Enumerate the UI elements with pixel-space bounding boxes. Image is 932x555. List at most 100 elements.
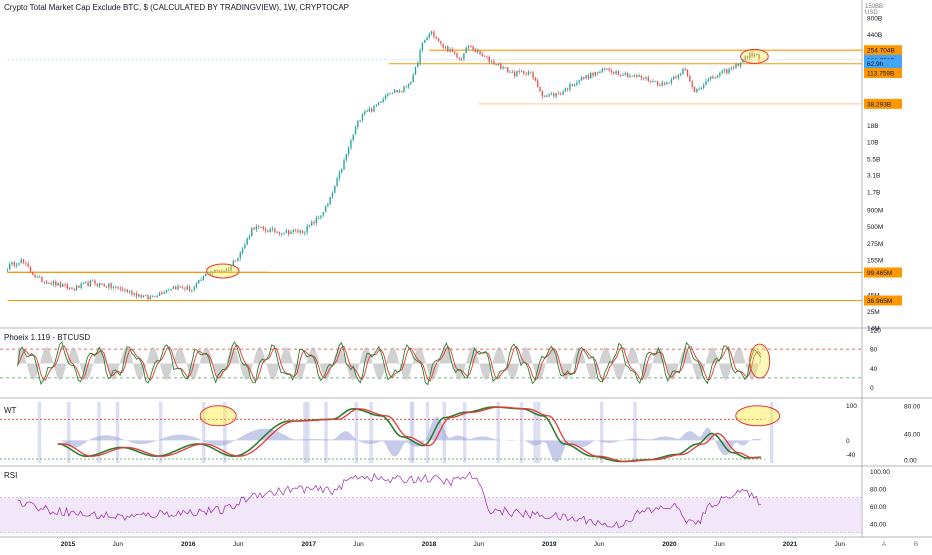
candle-body — [419, 50, 421, 63]
candle-body — [638, 75, 640, 77]
candle-body — [124, 289, 126, 291]
candle-body — [119, 287, 122, 289]
candle-body — [652, 81, 654, 82]
wt-ellipse-1 — [199, 405, 237, 427]
candle-body — [606, 68, 608, 70]
candle-body — [714, 77, 716, 79]
candle-body — [315, 217, 318, 224]
candle-body — [186, 286, 188, 290]
candle-body — [645, 77, 647, 79]
candle-body — [723, 69, 726, 71]
candle-body — [38, 276, 41, 278]
candle-body — [195, 283, 198, 288]
candle-body — [133, 293, 135, 295]
candle-body — [329, 197, 331, 205]
candle-body — [571, 84, 573, 86]
candle-body — [486, 56, 488, 58]
candle-body — [569, 84, 571, 90]
candle-body — [460, 58, 463, 60]
candle-body — [412, 74, 414, 82]
candle-body — [583, 76, 585, 79]
candle-body — [304, 232, 306, 234]
candle-body — [103, 284, 105, 287]
wt-title: WT — [4, 406, 17, 415]
candle-body — [500, 63, 502, 69]
wt-highlight-bar — [303, 402, 307, 463]
candle-body — [228, 269, 230, 271]
candle-body — [216, 269, 218, 271]
candle-body — [666, 82, 668, 85]
x-tick-label: 2021 — [783, 541, 798, 548]
price-label-box — [864, 45, 902, 56]
log-scale-button[interactable]: B — [914, 541, 918, 548]
wt-y-tick-right: 40.00 — [904, 431, 921, 438]
candle-body — [25, 262, 27, 264]
candle-body — [414, 67, 417, 75]
candle-body — [437, 38, 440, 42]
candle-body — [596, 72, 599, 74]
candle-body — [306, 226, 308, 233]
x-tick-label: Jun — [714, 541, 725, 548]
candle-body — [670, 79, 673, 83]
candle-body — [684, 69, 686, 71]
candle-body — [105, 286, 108, 288]
candle-body — [537, 80, 539, 88]
candle-body — [36, 276, 39, 278]
candle-body — [732, 67, 735, 69]
candle-body — [617, 71, 620, 75]
candle-body — [368, 108, 371, 112]
candle-body — [161, 292, 163, 294]
candle-body — [488, 56, 490, 62]
x-tick-label: Jun — [233, 541, 244, 548]
candle-body — [191, 289, 193, 291]
candle-body — [615, 71, 617, 74]
price-label-3: 113.759B — [867, 71, 894, 78]
phoenix-fast-line — [17, 341, 762, 386]
candle-body — [324, 206, 327, 213]
candle-body — [151, 296, 154, 298]
candle-body — [407, 83, 410, 87]
candle-body — [520, 71, 523, 72]
candle-body — [375, 104, 377, 106]
candle-body — [610, 70, 613, 73]
wt-histogram — [57, 417, 762, 463]
wt-highlight-bar — [409, 402, 414, 463]
candle-body — [373, 105, 375, 112]
candle-body — [218, 270, 221, 272]
price-label-0: 254.704B — [867, 48, 895, 55]
candle-body — [659, 84, 661, 86]
candle-body — [115, 286, 117, 288]
candle-body — [543, 96, 546, 98]
price-label-4: 38.293B — [867, 101, 891, 108]
candle-body — [633, 75, 636, 77]
candle-body — [354, 127, 357, 135]
candle-body — [253, 227, 255, 230]
candle-body — [239, 252, 241, 259]
candle-body — [467, 45, 470, 48]
wt-y-tick-left: -40 — [846, 452, 856, 459]
candle-body — [202, 276, 205, 280]
candle-body — [737, 63, 739, 66]
candle-body — [48, 283, 50, 285]
candle-body — [749, 52, 751, 59]
candle-body — [198, 280, 200, 284]
candle-body — [255, 226, 258, 230]
autoscale-button[interactable]: A — [882, 541, 887, 548]
wt-highlight-bar — [158, 402, 163, 463]
highlight-ellipse-0 — [206, 263, 240, 279]
candle-body — [481, 53, 484, 57]
candle-body — [172, 286, 175, 289]
candle-body — [357, 121, 359, 128]
candle-body — [562, 91, 564, 95]
price-label-box — [864, 58, 902, 69]
wt-highlight-bar — [369, 402, 373, 463]
candle-body — [343, 160, 345, 170]
x-tick-label: Jun — [834, 541, 845, 548]
candle-body — [87, 282, 89, 287]
candle-body — [560, 93, 562, 95]
candle-body — [751, 52, 753, 57]
candle-body — [550, 93, 553, 95]
wt-highlight-bar — [202, 402, 206, 463]
